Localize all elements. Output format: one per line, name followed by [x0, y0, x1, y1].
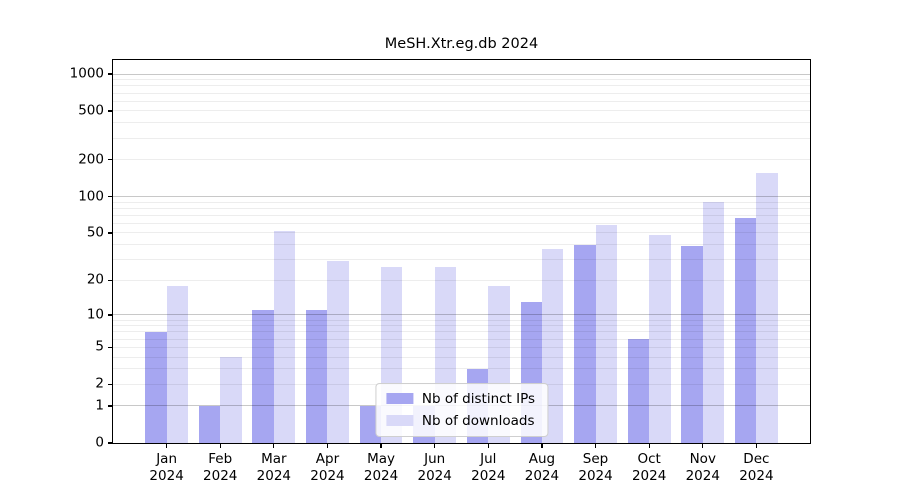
gridline-minor — [113, 319, 810, 321]
gridline-minor — [113, 331, 810, 333]
bar-oct-ips — [627, 339, 650, 443]
legend-swatch-downloads — [385, 415, 413, 427]
legend-item: Nb of downloads — [385, 412, 535, 429]
gridline-minor — [113, 279, 810, 281]
y-tick-label: 1000 — [69, 65, 104, 82]
y-tick-mark — [108, 73, 112, 75]
y-tick-mark — [108, 314, 112, 316]
legend-label: Nb of distinct IPs — [421, 390, 536, 407]
bar-feb-ips — [198, 405, 221, 443]
gridline-minor — [113, 346, 810, 348]
y-tick-label: 5 — [95, 338, 104, 355]
x-tick-label: Jul 2024 — [471, 451, 506, 484]
legend-item: Nb of distinct IPs — [385, 390, 536, 407]
gridline-minor — [113, 214, 810, 216]
y-tick-mark — [108, 279, 112, 281]
gridline-minor — [113, 85, 810, 87]
gridline-minor — [113, 207, 810, 209]
y-tick-label: 1 — [95, 397, 104, 414]
x-tick-mark — [219, 444, 221, 448]
x-tick-mark — [541, 444, 543, 448]
bar-jan-ips — [145, 331, 167, 443]
legend: Nb of distinct IPs Nb of downloads — [374, 382, 549, 437]
bar-jan-downloads — [166, 285, 188, 443]
x-tick-mark — [648, 444, 650, 448]
gridline-minor — [113, 232, 810, 234]
x-tick-mark — [434, 444, 436, 448]
y-tick-label: 500 — [78, 102, 104, 119]
x-tick-label: Jan 2024 — [149, 451, 184, 484]
bar-dec-downloads — [756, 172, 778, 443]
y-tick-label: 200 — [78, 150, 104, 167]
y-tick-label: 0 — [95, 434, 104, 451]
bar-sep-downloads — [595, 225, 617, 443]
gridline-minor — [113, 325, 810, 327]
x-tick-label: May 2024 — [363, 451, 399, 484]
x-tick-label: Jun 2024 — [417, 451, 452, 484]
bar-feb-downloads — [220, 357, 242, 443]
x-tick-mark — [166, 444, 168, 448]
gridline-minor — [113, 244, 810, 246]
x-tick-label: Aug 2024 — [524, 451, 560, 484]
x-tick-label: Oct 2024 — [631, 451, 667, 484]
legend-swatch-distinct-ips — [385, 393, 413, 405]
y-tick-mark — [108, 195, 112, 198]
bar-mar-downloads — [273, 230, 296, 443]
x-tick-mark — [326, 444, 329, 448]
gridline-major — [113, 196, 810, 197]
y-tick-label: 10 — [86, 306, 104, 323]
y-tick-label: 2 — [95, 375, 104, 392]
legend-label: Nb of downloads — [421, 412, 535, 429]
x-tick-mark — [487, 444, 489, 448]
gridline-minor — [113, 137, 810, 139]
y-tick-mark — [108, 110, 112, 112]
x-tick-label: Apr 2024 — [310, 451, 345, 484]
x-tick-label: Nov 2024 — [685, 451, 720, 484]
bar-apr-downloads — [327, 261, 349, 443]
gridline-major — [113, 314, 810, 316]
x-tick-mark — [594, 444, 597, 448]
x-tick-label: Mar 2024 — [256, 451, 292, 484]
gridline-minor — [113, 100, 810, 102]
gridline-minor — [113, 356, 810, 358]
bar-dec-ips — [734, 217, 757, 443]
gridline-minor — [113, 368, 810, 370]
gridline-minor — [113, 79, 810, 81]
y-tick-mark — [108, 232, 112, 234]
gridline-minor — [113, 222, 810, 224]
gridline-minor — [113, 338, 810, 340]
y-tick-label: 50 — [86, 224, 104, 241]
bar-apr-ips — [306, 310, 328, 443]
chart-title: MeSH.Xtr.eg.db 2024 — [384, 36, 539, 52]
x-tick-mark — [273, 444, 275, 448]
gridline-minor — [113, 159, 810, 161]
x-tick-label: Dec 2024 — [739, 451, 774, 484]
gridline-minor — [113, 110, 810, 112]
bar-sep-ips — [574, 244, 596, 443]
bar-mar-ips — [252, 310, 274, 443]
bar-nov-downloads — [702, 202, 725, 443]
bar-nov-ips — [681, 245, 703, 443]
y-tick-mark — [108, 405, 112, 407]
y-tick-mark — [108, 383, 112, 385]
y-tick-label: 100 — [78, 187, 104, 204]
y-tick-mark — [108, 346, 112, 348]
x-tick-label: Sep 2024 — [578, 451, 613, 484]
x-tick-mark — [380, 444, 382, 448]
y-tick-label: 20 — [86, 271, 104, 288]
x-tick-mark — [702, 444, 704, 448]
y-tick-mark — [108, 159, 112, 161]
gridline-major — [113, 73, 810, 75]
gridline-minor — [113, 259, 810, 261]
gridline-minor — [113, 201, 810, 203]
gridline-minor — [113, 122, 810, 124]
gridline-minor — [113, 92, 810, 94]
plot-area: Nb of distinct IPs Nb of downloads — [112, 59, 811, 444]
x-tick-label: Feb 2024 — [203, 451, 238, 484]
y-tick-mark — [108, 442, 112, 444]
x-tick-mark — [755, 444, 757, 448]
